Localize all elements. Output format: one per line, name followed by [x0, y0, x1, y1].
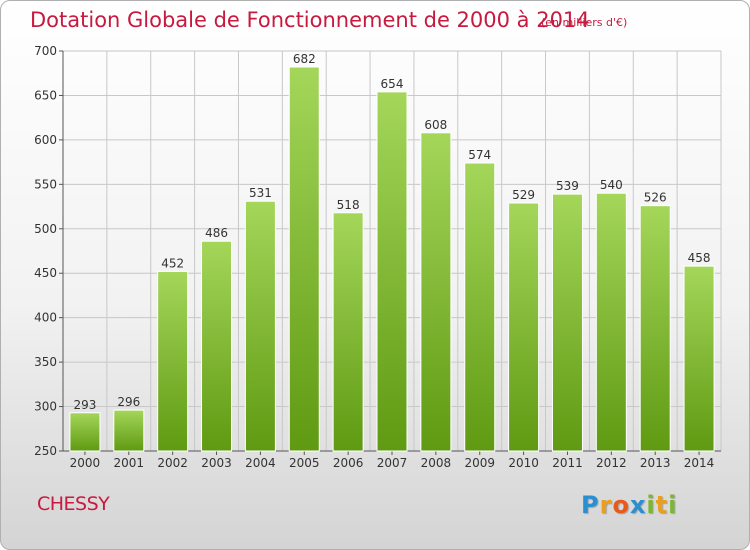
- y-tick-label: 700: [34, 44, 57, 58]
- data-label-2007: 654: [381, 77, 404, 91]
- bar-2014: [683, 265, 715, 452]
- data-label-2005: 682: [293, 52, 316, 66]
- chart-title: Dotation Globale de Fonctionnement de 20…: [30, 8, 590, 32]
- data-label-2014: 458: [688, 251, 711, 265]
- bar-2001: [113, 409, 145, 452]
- y-tick-label: 650: [34, 88, 57, 102]
- x-tick-label: 2009: [464, 456, 495, 470]
- tick-labels: 250 300 350 400 450 500 550 600 650 700 2000 2001 20…: [34, 44, 714, 470]
- logo-letter: P: [581, 491, 600, 519]
- bars: [69, 66, 715, 452]
- data-label-2013: 526: [644, 191, 667, 205]
- x-tick-label: 2013: [640, 456, 671, 470]
- logo-letter: x: [629, 491, 647, 519]
- data-label-2002: 452: [161, 256, 184, 270]
- x-tick-label: 2014: [684, 456, 715, 470]
- data-label-2010: 529: [512, 188, 535, 202]
- data-label-2003: 486: [205, 226, 228, 240]
- x-tick-label: 2003: [201, 456, 232, 470]
- bar-2003: [201, 240, 233, 452]
- bar-2005: [288, 66, 320, 452]
- y-tick-label: 550: [34, 177, 57, 191]
- x-tick-label: 2012: [596, 456, 627, 470]
- x-tick-label: 2006: [333, 456, 364, 470]
- x-tick-label: 2002: [157, 456, 188, 470]
- y-tick-label: 350: [34, 355, 57, 369]
- data-label-2004: 531: [249, 186, 272, 200]
- logo-letter: t: [655, 491, 669, 519]
- data-label-2012: 540: [600, 178, 623, 192]
- chart-subtitle: (en milliers d'€): [541, 16, 628, 29]
- y-tick-label: 400: [34, 311, 57, 325]
- data-label-2009: 574: [468, 148, 491, 162]
- logo-letter: r: [599, 491, 613, 519]
- x-tick-label: 2000: [70, 456, 101, 470]
- x-tick-label: 2007: [377, 456, 408, 470]
- x-tick-label: 2011: [552, 456, 583, 470]
- y-tick-label: 600: [34, 133, 57, 147]
- bar-2013: [639, 205, 671, 452]
- bar-2006: [332, 212, 364, 452]
- bar-2011: [551, 193, 583, 452]
- bar-2004: [244, 200, 276, 452]
- bar-2009: [464, 162, 496, 452]
- data-label-2008: 608: [424, 118, 447, 132]
- data-label-2006: 518: [337, 198, 360, 212]
- bar-2008: [420, 132, 452, 452]
- x-tick-label: 2010: [508, 456, 539, 470]
- data-label-2011: 539: [556, 179, 579, 193]
- logo-letter: i: [668, 491, 678, 519]
- bar-2000: [69, 412, 101, 452]
- bar-2012: [595, 192, 627, 452]
- x-tick-label: 2004: [245, 456, 276, 470]
- logo-letter: i: [646, 491, 656, 519]
- bar-2010: [508, 202, 540, 452]
- y-tick-label: 300: [34, 400, 57, 414]
- proxiti-logo: Proxiti: [581, 491, 677, 519]
- x-tick-label: 2008: [421, 456, 452, 470]
- y-tick-label: 450: [34, 266, 57, 280]
- logo-letter: o: [612, 491, 630, 519]
- bar-2007: [376, 91, 408, 452]
- y-tick-label: 500: [34, 222, 57, 236]
- data-labels: 293 296 452 486 531 682 518 654 608 574 529 539 540 5…: [73, 52, 710, 412]
- y-tick-label: 250: [34, 444, 57, 458]
- x-tick-label: 2005: [289, 456, 320, 470]
- data-label-2000: 293: [73, 398, 96, 412]
- x-tick-label: 2001: [114, 456, 145, 470]
- commune-name: CHESSY: [37, 493, 110, 515]
- data-label-2001: 296: [117, 395, 140, 409]
- bar-2002: [157, 270, 189, 452]
